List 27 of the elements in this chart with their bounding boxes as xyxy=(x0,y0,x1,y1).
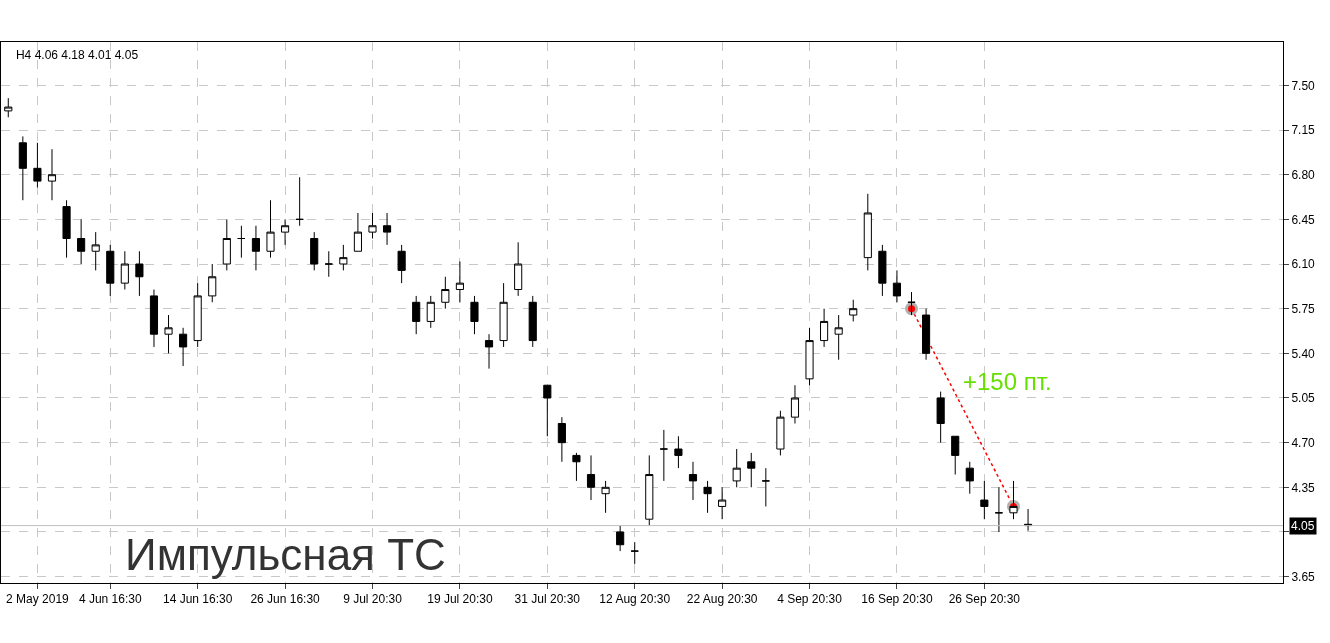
x-tick-label: 26 Jun 16:30 xyxy=(250,592,321,607)
x-tick-label: 12 Aug 20:30 xyxy=(599,592,671,607)
x-tick-label: 22 Aug 20:30 xyxy=(686,592,758,607)
y-tick-label: 5.40 xyxy=(1291,346,1316,361)
y-tick-label: 7.15 xyxy=(1291,123,1316,138)
x-tick-label: 31 Jul 20:30 xyxy=(514,592,581,607)
text: H4 4.06 4.18 4.01 4.05 xyxy=(15,48,139,63)
x-tick-label: 4 Sep 20:30 xyxy=(777,592,843,607)
x-tick-label: 16 Sep 20:30 xyxy=(861,592,933,607)
y-tick-label: 4.70 xyxy=(1291,435,1316,450)
x-tick-label: 19 Jul 20:30 xyxy=(427,592,493,607)
y-tick-label: 3.65 xyxy=(1291,569,1316,584)
x-tick-label: 26 Sep 20:30 xyxy=(948,592,1021,607)
ref-line-label: 4.05 xyxy=(1291,519,1315,533)
x-tick-label: 2 May 2019 xyxy=(6,592,70,607)
y-tick-label: 6.80 xyxy=(1291,167,1316,182)
y-tick-label: 5.75 xyxy=(1291,301,1316,316)
annotation: +150 пт. xyxy=(963,368,1052,395)
annotation: Импульсная ТС xyxy=(125,530,446,579)
y-tick-label: 5.05 xyxy=(1291,391,1316,406)
y-tick-label: 4.35 xyxy=(1291,480,1316,495)
y-tick-label: 7.50 xyxy=(1291,78,1316,93)
x-tick-label: 9 Jul 20:30 xyxy=(343,592,403,607)
y-tick-label: 6.10 xyxy=(1291,257,1316,272)
x-tick-label: 14 Jun 16:30 xyxy=(162,592,233,607)
y-tick-label: 6.45 xyxy=(1291,212,1316,227)
x-tick-label: 4 Jun 16:30 xyxy=(78,592,142,607)
